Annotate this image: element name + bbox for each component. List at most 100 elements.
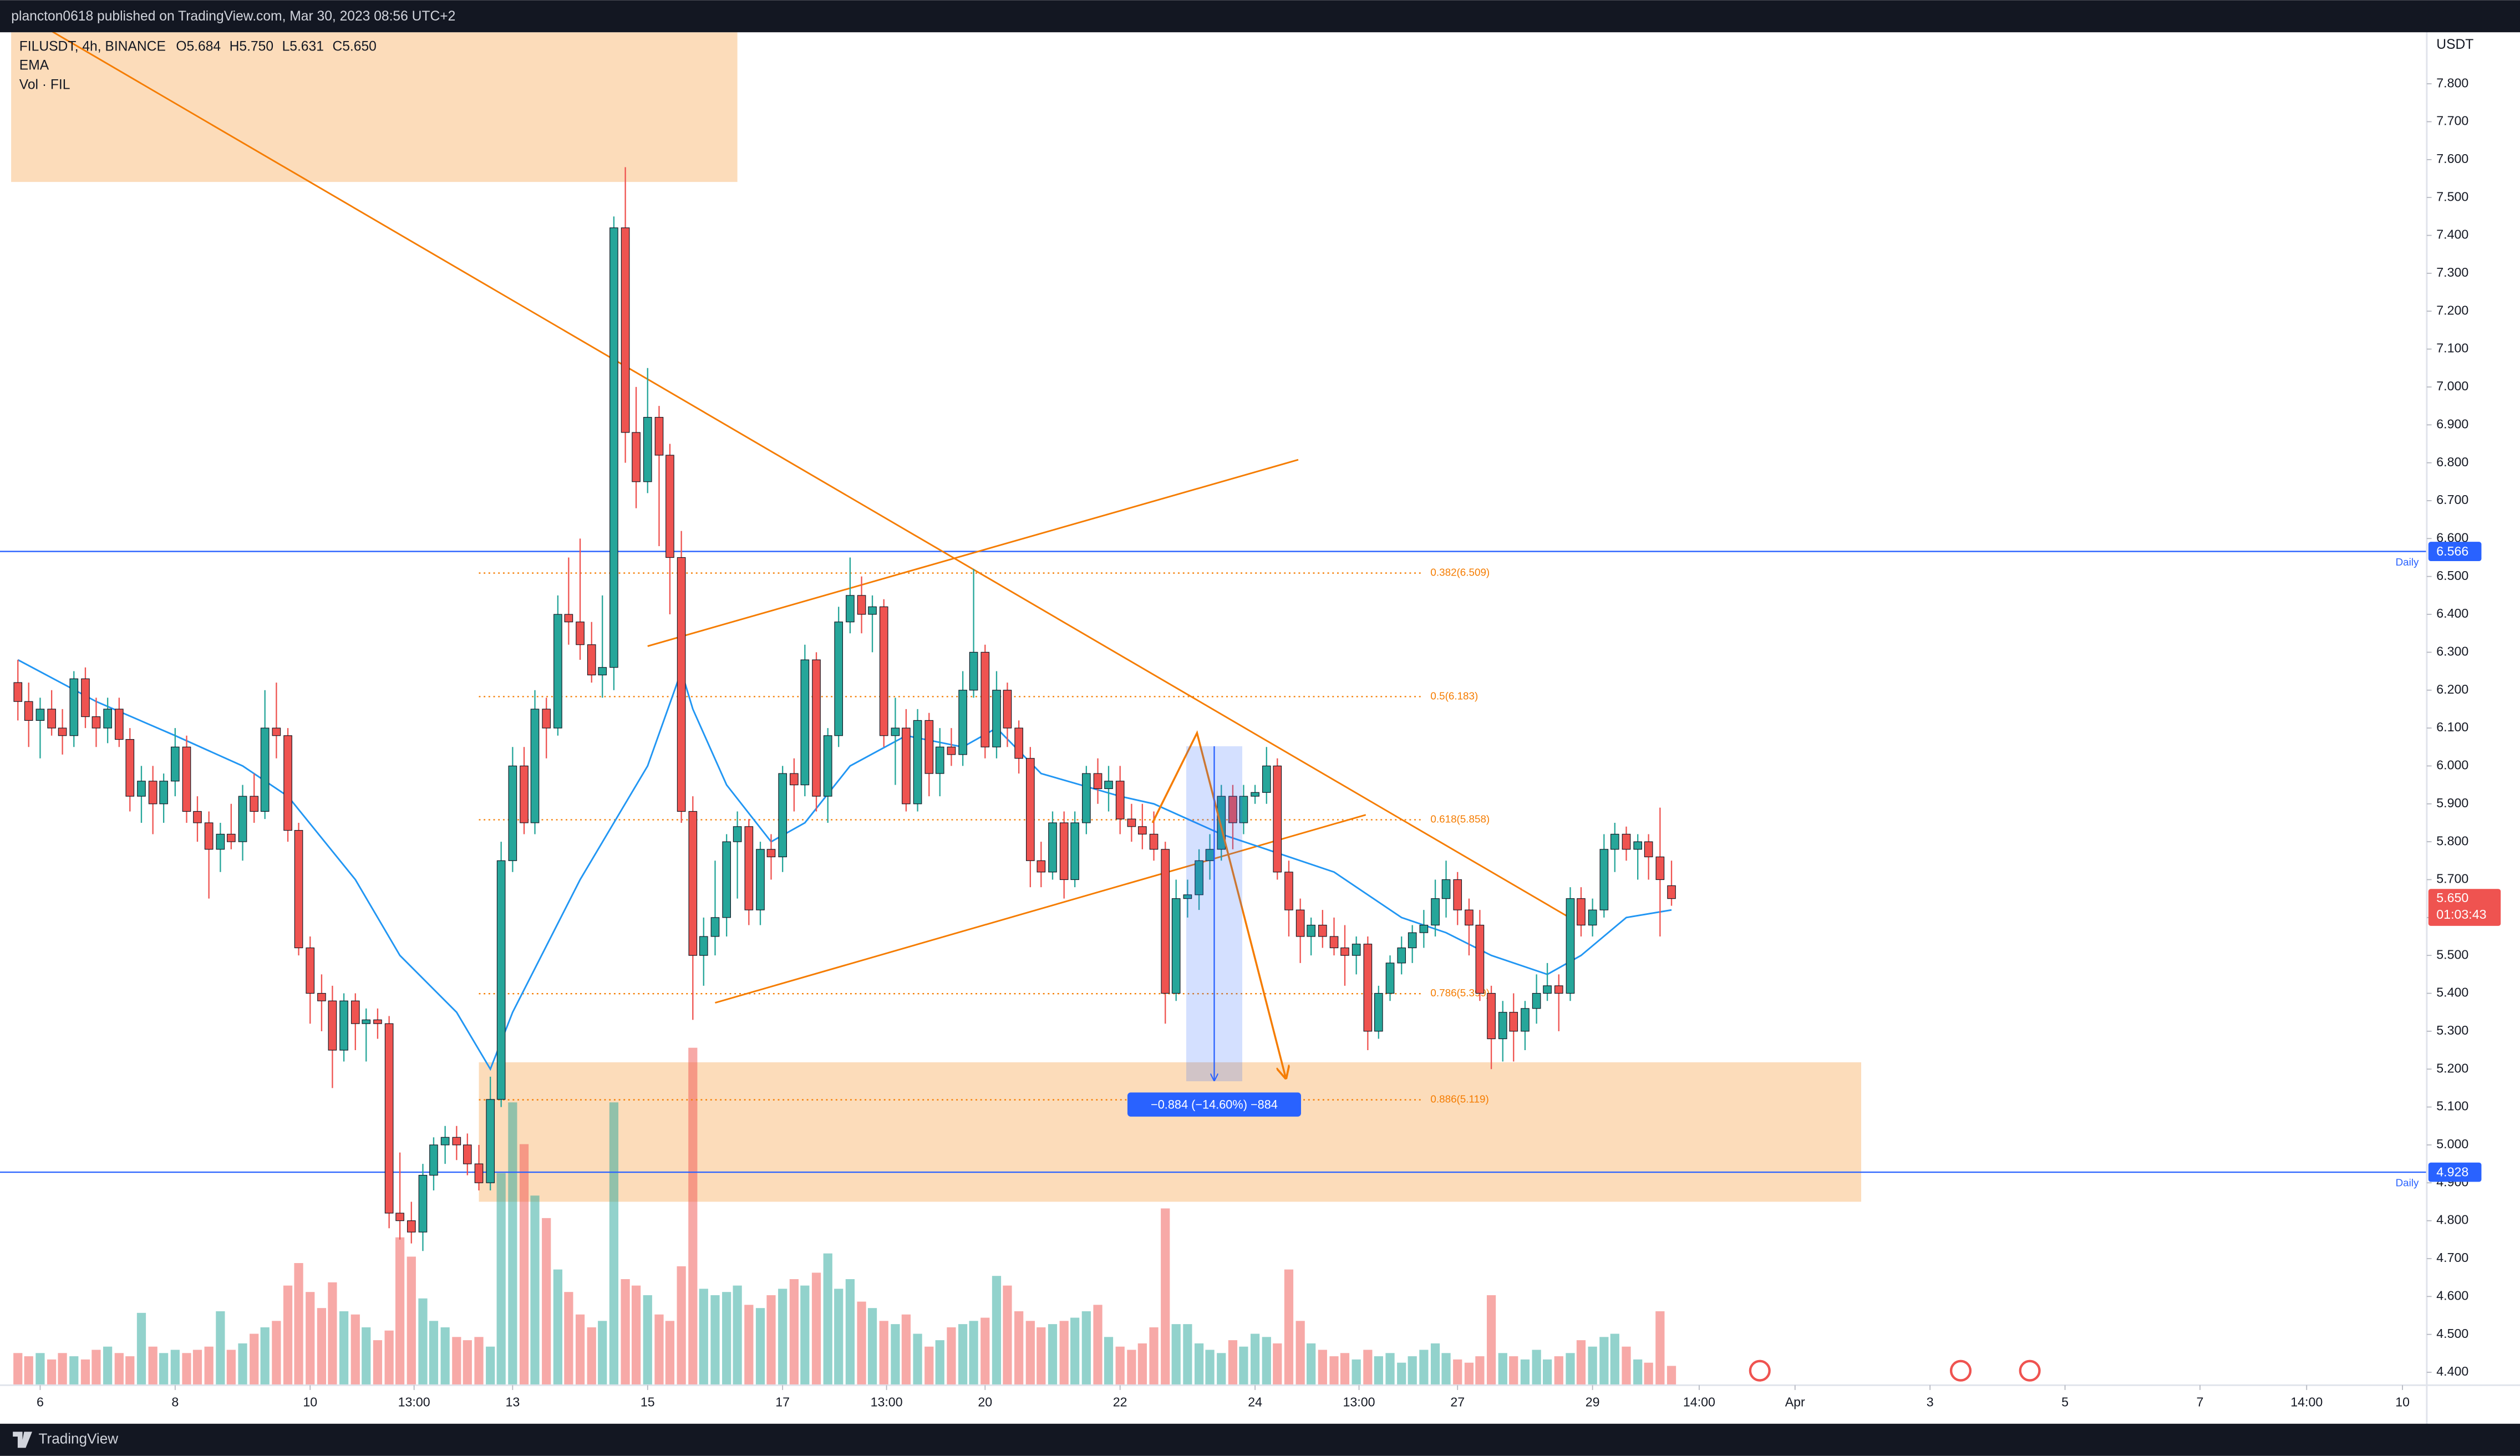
volume-bar [1070, 1317, 1080, 1386]
volume-bar [778, 1289, 788, 1386]
legend-volume: Vol · FIL [19, 77, 70, 92]
volume-bar [935, 1340, 944, 1386]
level-price-box [2428, 1162, 2482, 1182]
y-tick-label: 4.600 [2436, 1288, 2468, 1302]
volume-bar [913, 1333, 922, 1386]
countdown-label: 01:03:43 [2436, 907, 2486, 922]
candle-body [812, 659, 821, 797]
candle-body [935, 746, 944, 774]
y-tick-label: 5.000 [2436, 1137, 2468, 1151]
candle-body [924, 720, 934, 774]
volume-bar [440, 1327, 450, 1386]
volume-bar [789, 1279, 799, 1386]
candle-body [362, 1019, 371, 1024]
candle-body [1273, 765, 1282, 873]
volume-bar [1318, 1350, 1327, 1386]
y-tick-label: 6.800 [2436, 455, 2468, 469]
candle-body [1509, 1012, 1518, 1032]
level-price-label: 6.566 [2436, 544, 2468, 558]
fib-label: 0.5(6.183) [1430, 690, 1478, 701]
volume-bar [1588, 1346, 1597, 1386]
candle-body [879, 606, 888, 736]
volume-bar [114, 1353, 124, 1386]
volume-bar [395, 1237, 405, 1386]
volume-bar [553, 1269, 563, 1386]
candle-body [1599, 849, 1609, 910]
ohlc-open: O5.684 [176, 39, 221, 54]
volume-bar [733, 1285, 742, 1386]
volume-bar [136, 1312, 146, 1386]
x-tick-label: 10 [303, 1394, 317, 1409]
candle-body [1262, 765, 1271, 793]
volume-bar [1048, 1324, 1058, 1386]
volume-bar [58, 1353, 67, 1386]
volume-bar [125, 1356, 135, 1386]
event-icon[interactable] [1949, 1360, 1972, 1382]
volume-bar [250, 1333, 259, 1386]
candle-body [137, 781, 146, 797]
volume-bar [1183, 1324, 1192, 1386]
volume-bar [722, 1292, 731, 1386]
trendline [52, 32, 1568, 917]
candle-body [587, 644, 596, 675]
y-tick-label: 7.700 [2436, 114, 2468, 128]
volume-bar [1633, 1359, 1643, 1386]
candle-body [294, 830, 303, 949]
y-tick-label: 6.100 [2436, 720, 2468, 734]
candle-body [1307, 924, 1315, 937]
volume-bar [13, 1353, 23, 1386]
candle-body [440, 1137, 450, 1146]
volume-bar [755, 1308, 765, 1386]
candle-body [834, 622, 844, 736]
candle-body [643, 417, 652, 482]
candle-body [1363, 944, 1373, 1032]
volume-bar [823, 1253, 832, 1386]
y-tick-label: 6.200 [2436, 682, 2468, 696]
volume-bar [834, 1289, 844, 1386]
candle-body [1419, 924, 1429, 933]
volume-bar [542, 1218, 551, 1386]
candle-body [1161, 849, 1170, 994]
volume-bar [362, 1327, 371, 1386]
candle-body [81, 678, 90, 717]
candle-body [868, 606, 877, 615]
fib-label: 0.886(5.119) [1430, 1093, 1488, 1105]
zone [11, 32, 738, 182]
event-icon[interactable] [2019, 1360, 2041, 1382]
candle-body [227, 833, 236, 842]
y-tick-label: 7.800 [2436, 75, 2468, 90]
projection-path [1151, 730, 1286, 1077]
legend-symbol: FILUSDT, 4h, BINANCE O5.684 H5.750 L5.63… [19, 39, 377, 54]
volume-bar [992, 1276, 1002, 1386]
x-tick-label: 5 [2061, 1394, 2069, 1409]
volume-bar [148, 1346, 158, 1386]
volume-bar [170, 1350, 180, 1386]
event-icon[interactable] [1749, 1360, 1771, 1382]
volume-bar [1520, 1359, 1530, 1386]
volume-bar [654, 1314, 664, 1386]
volume-bar [519, 1144, 529, 1386]
volume-bar [1104, 1337, 1114, 1386]
ohlc-close: C5.650 [332, 39, 376, 54]
volume-bar [1509, 1356, 1518, 1386]
candle-body [429, 1144, 438, 1176]
header-bar [0, 0, 2520, 33]
candle-body [913, 720, 922, 805]
candle-body [576, 622, 585, 645]
volume-bar [272, 1321, 281, 1386]
volume-bar [463, 1340, 472, 1386]
volume-bar [1329, 1356, 1339, 1386]
volume-bar [879, 1321, 888, 1386]
volume-bar [1025, 1321, 1035, 1386]
candle-body [418, 1175, 428, 1233]
overlay: Daily Daily −0.884 (−14.60%) −884 [1127, 556, 2419, 1188]
y-tick-label: 5.300 [2436, 1023, 2468, 1037]
candle-body [47, 709, 56, 729]
volume-bar [1655, 1311, 1665, 1386]
candle-body [339, 1000, 348, 1051]
volume-bar [631, 1285, 641, 1386]
candle-body [13, 682, 23, 702]
y-tick-label: 6.700 [2436, 492, 2468, 507]
candle-body [688, 811, 698, 956]
volume-bar [226, 1350, 236, 1386]
